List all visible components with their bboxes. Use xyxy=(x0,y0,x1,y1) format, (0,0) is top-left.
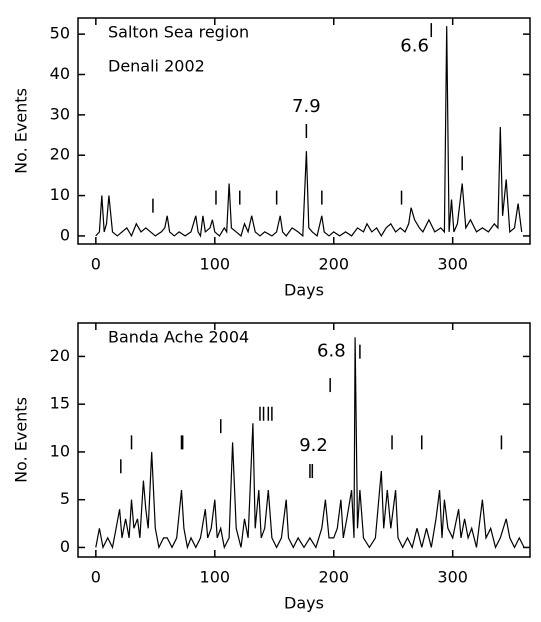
x-axis-label: Days xyxy=(284,594,324,613)
y-axis-label: No. Events xyxy=(12,88,31,174)
panel-label: Banda Ache 2004 xyxy=(108,328,249,347)
y-tick-label: 10 xyxy=(50,441,70,460)
y-tick-label: 5 xyxy=(60,489,70,508)
series-line xyxy=(95,26,523,238)
x-tick-label: 200 xyxy=(318,255,349,274)
y-tick-label: 50 xyxy=(50,24,70,43)
y-tick-label: 0 xyxy=(60,537,70,556)
y-tick-label: 10 xyxy=(50,185,70,204)
x-tick-label: 0 xyxy=(91,568,101,587)
x-tick-label: 300 xyxy=(437,568,468,587)
series-line xyxy=(95,337,525,550)
x-tick-label: 0 xyxy=(91,255,101,274)
plot-frame xyxy=(77,322,531,558)
x-tick-label: 100 xyxy=(200,568,231,587)
y-tick-label: 0 xyxy=(60,225,70,244)
panel-label: Salton Sea region xyxy=(108,23,249,42)
y-tick-label: 40 xyxy=(50,64,70,83)
x-tick-label: 300 xyxy=(437,255,468,274)
plot-frame xyxy=(77,17,531,245)
panel-label: Denali 2002 xyxy=(108,57,205,76)
annotation: 9.2 xyxy=(299,435,328,456)
annotation: 7.9 xyxy=(292,96,321,117)
annotation: 6.6 xyxy=(400,35,429,56)
x-tick-label: 100 xyxy=(200,255,231,274)
y-tick-label: 20 xyxy=(50,346,70,365)
x-axis-label: Days xyxy=(284,281,324,300)
x-tick-label: 200 xyxy=(318,568,349,587)
y-tick-label: 20 xyxy=(50,145,70,164)
y-tick-label: 15 xyxy=(50,394,70,413)
y-axis-label: No. Events xyxy=(12,397,31,483)
y-tick-label: 30 xyxy=(50,104,70,123)
annotation: 6.8 xyxy=(317,341,346,362)
